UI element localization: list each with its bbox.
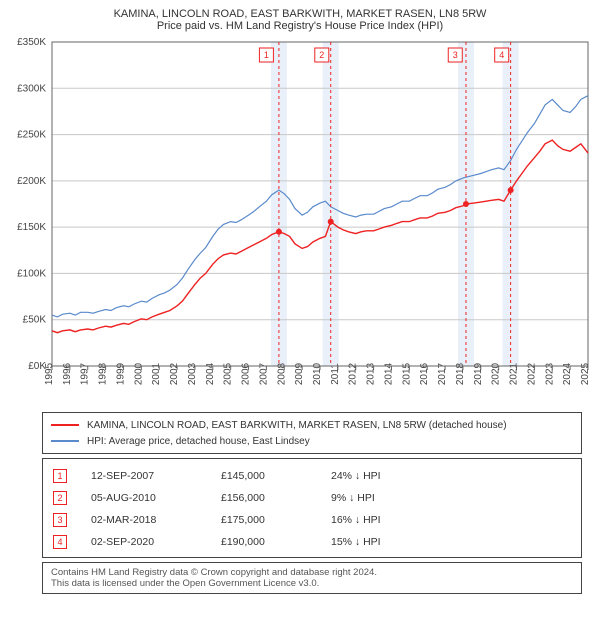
sales-table: 1 12-SEP-2007£145,00024% ↓ HPI 2 05-AUG-201… xyxy=(42,458,582,558)
sale-price: £175,000 xyxy=(221,514,331,526)
footer-line-1: Contains HM Land Registry data © Crown c… xyxy=(51,567,573,578)
sale-marker: 2 xyxy=(53,491,67,505)
sale-marker: 3 xyxy=(53,513,67,527)
legend-label: KAMINA, LINCOLN ROAD, EAST BARKWITH, MAR… xyxy=(87,420,507,431)
sale-row: 3 02-MAR-2018£175,00016% ↓ HPI xyxy=(53,509,571,531)
svg-text:£250K: £250K xyxy=(17,130,46,141)
footer-line-2: This data is licensed under the Open Gov… xyxy=(51,578,573,589)
legend: KAMINA, LINCOLN ROAD, EAST BARKWITH, MAR… xyxy=(42,412,582,454)
sale-marker: 4 xyxy=(53,535,67,549)
legend-swatch xyxy=(51,440,79,442)
footer: Contains HM Land Registry data © Crown c… xyxy=(42,562,582,594)
sale-diff: 16% ↓ HPI xyxy=(331,514,441,526)
sale-marker: 1 xyxy=(53,469,67,483)
chart-svg: £0K£50K£100K£150K£200K£250K£300K£350K199… xyxy=(6,36,594,406)
sale-diff: 15% ↓ HPI xyxy=(331,536,441,548)
legend-swatch xyxy=(51,424,79,426)
svg-text:£150K: £150K xyxy=(17,222,46,233)
price-chart: £0K£50K£100K£150K£200K£250K£300K£350K199… xyxy=(6,36,594,406)
svg-text:£300K: £300K xyxy=(17,83,46,94)
sale-date: 02-MAR-2018 xyxy=(91,514,221,526)
sale-row: 4 02-SEP-2020£190,00015% ↓ HPI xyxy=(53,531,571,553)
svg-text:1: 1 xyxy=(264,50,269,60)
page-root: KAMINA, LINCOLN ROAD, EAST BARKWITH, MAR… xyxy=(0,0,600,620)
legend-label: HPI: Average price, detached house, East… xyxy=(87,436,310,447)
title-line-2: Price paid vs. HM Land Registry's House … xyxy=(6,20,594,32)
svg-text:3: 3 xyxy=(453,50,458,60)
title-line-1: KAMINA, LINCOLN ROAD, EAST BARKWITH, MAR… xyxy=(6,8,594,20)
sale-row: 2 05-AUG-2010£156,0009% ↓ HPI xyxy=(53,487,571,509)
sale-price: £190,000 xyxy=(221,536,331,548)
sale-price: £145,000 xyxy=(221,470,331,482)
sale-date: 12-SEP-2007 xyxy=(91,470,221,482)
chart-title: KAMINA, LINCOLN ROAD, EAST BARKWITH, MAR… xyxy=(6,8,594,32)
sale-diff: 24% ↓ HPI xyxy=(331,470,441,482)
legend-item: HPI: Average price, detached house, East… xyxy=(51,433,573,449)
svg-text:£100K: £100K xyxy=(17,268,46,279)
svg-text:£200K: £200K xyxy=(17,176,46,187)
legend-item: KAMINA, LINCOLN ROAD, EAST BARKWITH, MAR… xyxy=(51,417,573,433)
svg-text:£350K: £350K xyxy=(17,37,46,48)
sale-row: 1 12-SEP-2007£145,00024% ↓ HPI xyxy=(53,465,571,487)
sale-date: 05-AUG-2010 xyxy=(91,492,221,504)
svg-text:4: 4 xyxy=(499,50,504,60)
sale-price: £156,000 xyxy=(221,492,331,504)
sale-date: 02-SEP-2020 xyxy=(91,536,221,548)
svg-text:£50K: £50K xyxy=(23,315,47,326)
svg-text:2: 2 xyxy=(319,50,324,60)
sale-diff: 9% ↓ HPI xyxy=(331,492,441,504)
